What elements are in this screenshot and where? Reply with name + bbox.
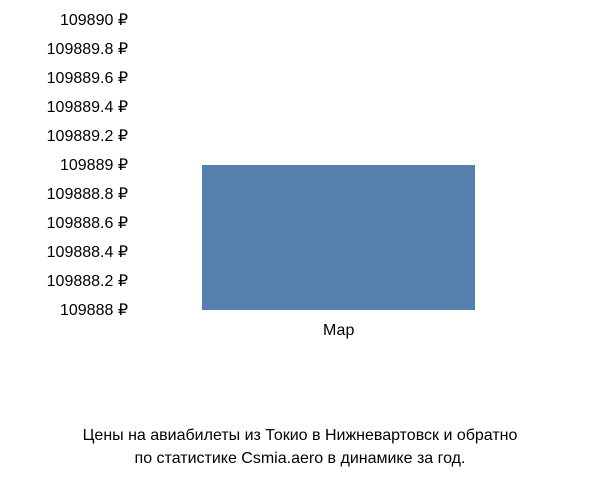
price-chart: 109890 ₽ 109889.8 ₽ 109889.6 ₽ 109889.4 … (0, 0, 600, 500)
y-tick-label: 109889 ₽ (60, 155, 128, 175)
y-tick-label: 109888.2 ₽ (47, 271, 128, 291)
y-tick-label: 109888 ₽ (60, 300, 128, 320)
y-tick-label: 109888.8 ₽ (47, 184, 128, 204)
y-tick-label: 109888.4 ₽ (47, 242, 128, 262)
y-tick-label: 109889.6 ₽ (47, 68, 128, 88)
y-tick-label: 109889.4 ₽ (47, 97, 128, 117)
y-tick-label: 109888.6 ₽ (47, 213, 128, 233)
caption-line-1: Цены на авиабилеты из Токио в Нижневарто… (0, 425, 600, 447)
plot-area: Мар (135, 20, 555, 310)
chart-caption: Цены на авиабилеты из Токио в Нижневарто… (0, 425, 600, 470)
y-tick-label: 109890 ₽ (60, 10, 128, 30)
bar-mar (202, 165, 475, 310)
y-tick-label: 109889.2 ₽ (47, 126, 128, 146)
y-tick-label: 109889.8 ₽ (47, 39, 128, 59)
x-tick-label: Мар (323, 322, 354, 340)
caption-line-2: по статистике Csmia.aero в динамике за г… (0, 448, 600, 470)
